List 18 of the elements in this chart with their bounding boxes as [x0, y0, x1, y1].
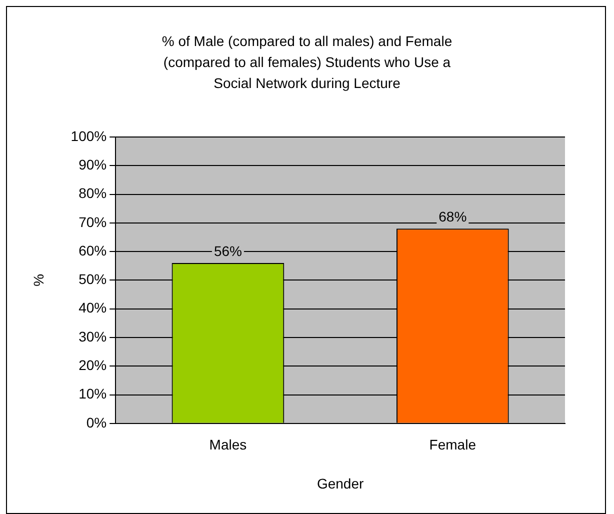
data-label: 68% [438, 208, 467, 225]
y-tick-label: 70% [78, 214, 107, 230]
y-tick-label: 80% [78, 185, 107, 202]
x-axis-title: Gender [316, 475, 364, 492]
x-tick-label: Males [209, 436, 247, 453]
y-tick-label: 60% [78, 242, 107, 258]
y-tick-label: 20% [78, 356, 107, 373]
y-tick-label: 100% [70, 128, 107, 144]
y-tick-label: 10% [78, 386, 107, 402]
data-label: 56% [214, 242, 242, 259]
y-tick-label: 0% [86, 414, 107, 430]
x-tick-label: Female [429, 436, 476, 453]
y-tick-label: 50% [78, 271, 107, 288]
y-tick-label: 40% [78, 300, 107, 316]
y-tick-label: 30% [78, 328, 107, 344]
y-tick-label: 90% [78, 156, 107, 172]
y-axis-title: % [30, 274, 46, 286]
chart-title: % of Male (compared to all males) and Female (compared to all females) Students who Use a Social Network during Lecture [160, 32, 454, 93]
